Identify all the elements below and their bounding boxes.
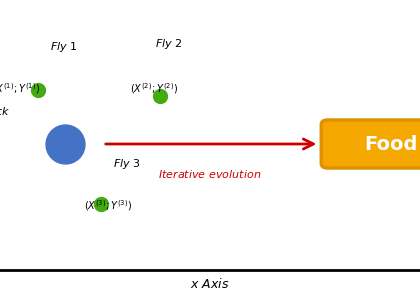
Text: Food: Food (364, 134, 417, 154)
Text: $\mathit{Iterative\ evolution}$: $\mathit{Iterative\ evolution}$ (158, 168, 262, 180)
Text: $\mathit{Fly}\ 2$: $\mathit{Fly}\ 2$ (155, 37, 183, 51)
Text: $x\ Axis$: $x\ Axis$ (190, 277, 230, 291)
Text: $(X^{(1)};Y^{(1)})$: $(X^{(1)};Y^{(1)})$ (0, 81, 39, 96)
Text: $(X^{(2)};Y^{(2)})$: $(X^{(2)};Y^{(2)})$ (130, 81, 178, 96)
Text: $(X^{(3)};Y^{(3)})$: $(X^{(3)};Y^{(3)})$ (84, 198, 132, 213)
Text: $\mathit{Fly}\ 3$: $\mathit{Fly}\ 3$ (113, 157, 141, 171)
FancyBboxPatch shape (321, 120, 420, 168)
Text: $\mathit{Fly}\ 1$: $\mathit{Fly}\ 1$ (50, 40, 78, 54)
Text: $\mathit{Flock}$: $\mathit{Flock}$ (0, 105, 10, 117)
